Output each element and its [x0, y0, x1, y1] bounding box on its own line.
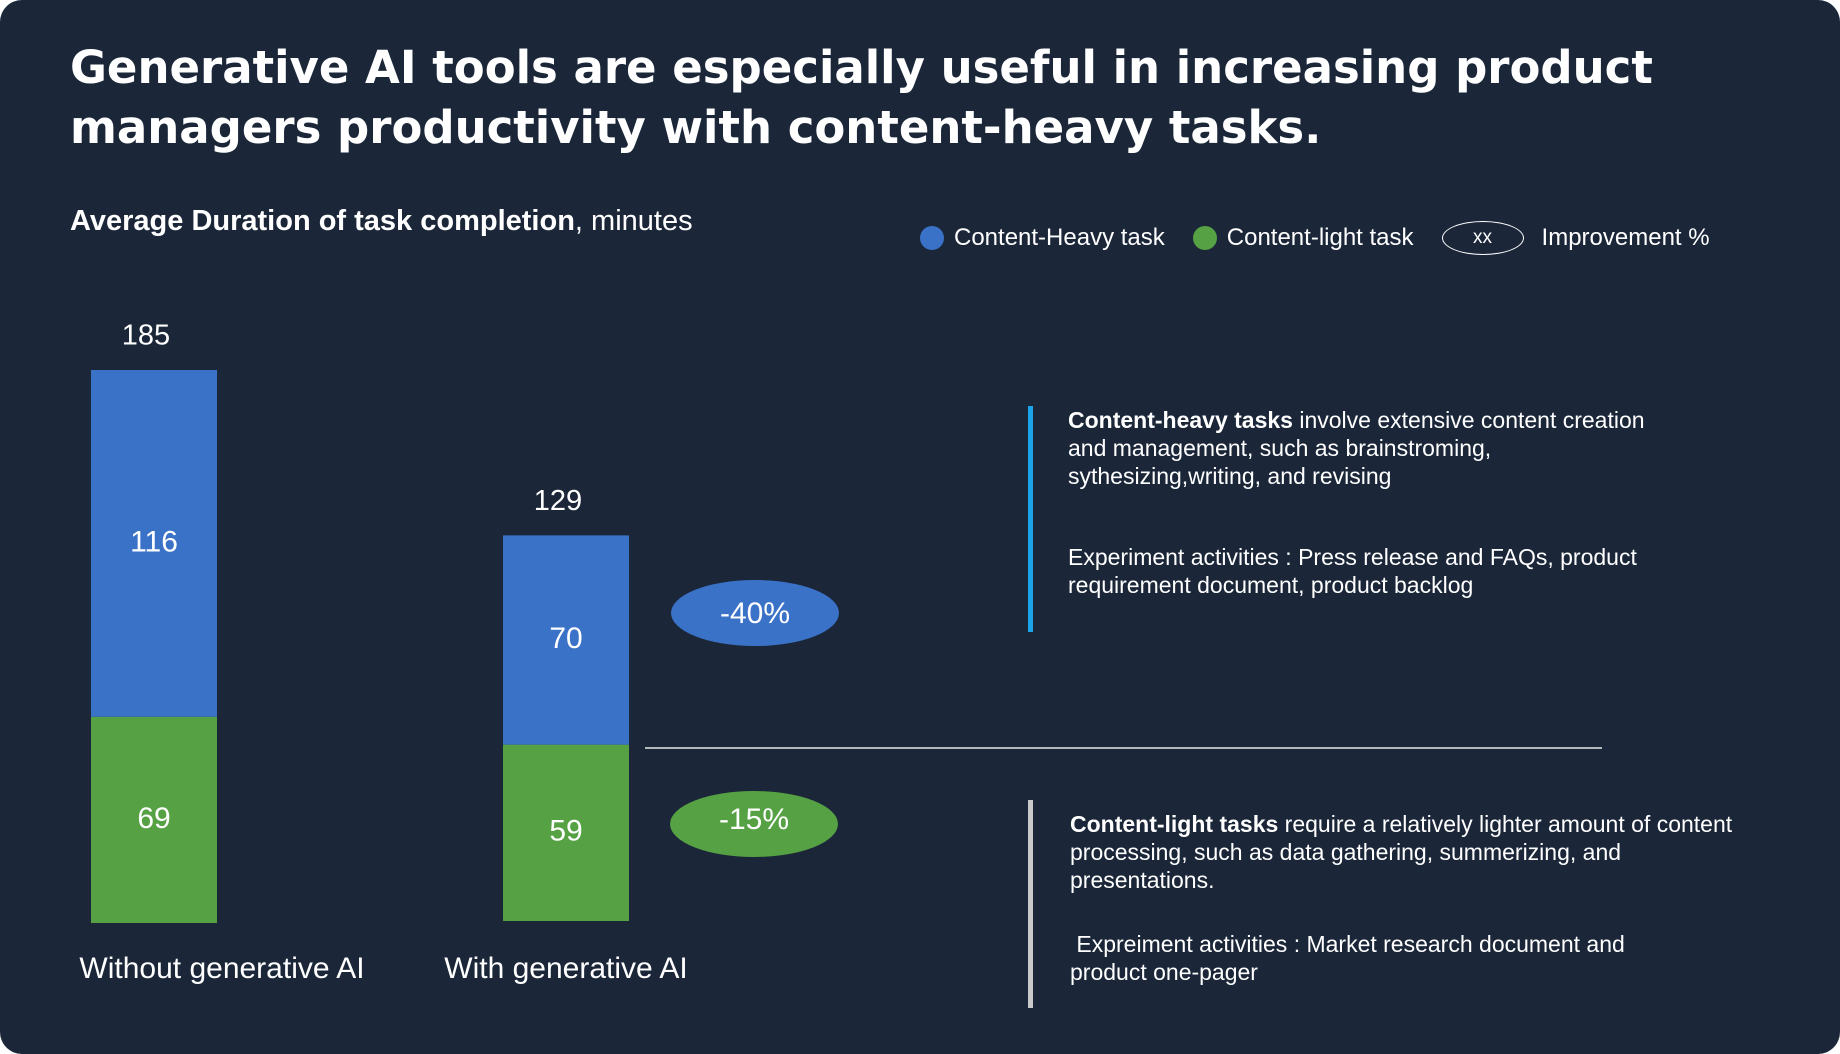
bar-total-label-0: 185: [122, 320, 170, 352]
legend-item-light: Content-light task: [1192, 224, 1414, 252]
bar-light-label-1: 59: [549, 815, 582, 848]
legend-item-improvement: xx Improvement %: [1441, 221, 1710, 255]
heavy-note-heading: Content-heavy tasks: [1068, 407, 1293, 433]
legend-improvement-label: Improvement %: [1541, 224, 1710, 251]
improvement-light-label: -15%: [719, 803, 789, 836]
page-title: Generative AI tools are especially usefu…: [70, 41, 1653, 154]
light-note-activities: Expreiment activities : Market research …: [1070, 931, 1632, 985]
legend-item-heavy: Content-Heavy task: [920, 224, 1165, 252]
legend: Content-Heavy task Content-light task xx…: [920, 218, 1710, 258]
legend-improvement-ellipse: xx: [1441, 221, 1524, 255]
bar-heavy-1: [503, 535, 629, 745]
subtitle-unit: , minutes: [574, 205, 693, 237]
bar-light-label-0: 69: [137, 802, 170, 835]
heavy-note-activities: Experiment activities : Press release an…: [1068, 544, 1637, 598]
bar-heavy-label-1: 70: [549, 622, 582, 655]
bar-light-1: [503, 744, 629, 921]
category-label-1: With generative AI: [444, 952, 687, 985]
improvement-heavy-label: -40%: [720, 597, 790, 630]
light-note-accent-line: [1028, 800, 1033, 1008]
heavy-note-accent-line: [1028, 406, 1033, 632]
bar-total-label-1: 129: [534, 485, 582, 517]
heavy-note-text: involve extensive content creation and m…: [1068, 407, 1645, 489]
improvement-light-ellipse: [670, 791, 838, 857]
legend-light-label: Content-light task: [1226, 224, 1414, 251]
chart-subtitle: Average Duration of task completion, min…: [70, 205, 693, 238]
light-note-heading: Content-light tasks: [1070, 811, 1279, 837]
heavy-note: Content-heavy tasks involve extensive co…: [1068, 406, 1648, 490]
legend-light-dot-icon: [1192, 226, 1217, 250]
category-label-0: Without generative AI: [79, 952, 364, 985]
legend-heavy-label: Content-Heavy task: [954, 224, 1165, 251]
light-note-text: require a relatively lighter amount of c…: [1070, 811, 1733, 893]
light-note: Content-light tasks require a relatively…: [1070, 810, 1750, 894]
bar-heavy-0: [91, 370, 217, 717]
subtitle-bold: Average Duration of task completion: [70, 205, 575, 237]
bar-heavy-label-0: 116: [130, 525, 178, 558]
legend-heavy-dot-icon: [920, 226, 944, 250]
improvement-heavy-ellipse: [671, 580, 839, 646]
bar-light-0: [91, 716, 217, 923]
